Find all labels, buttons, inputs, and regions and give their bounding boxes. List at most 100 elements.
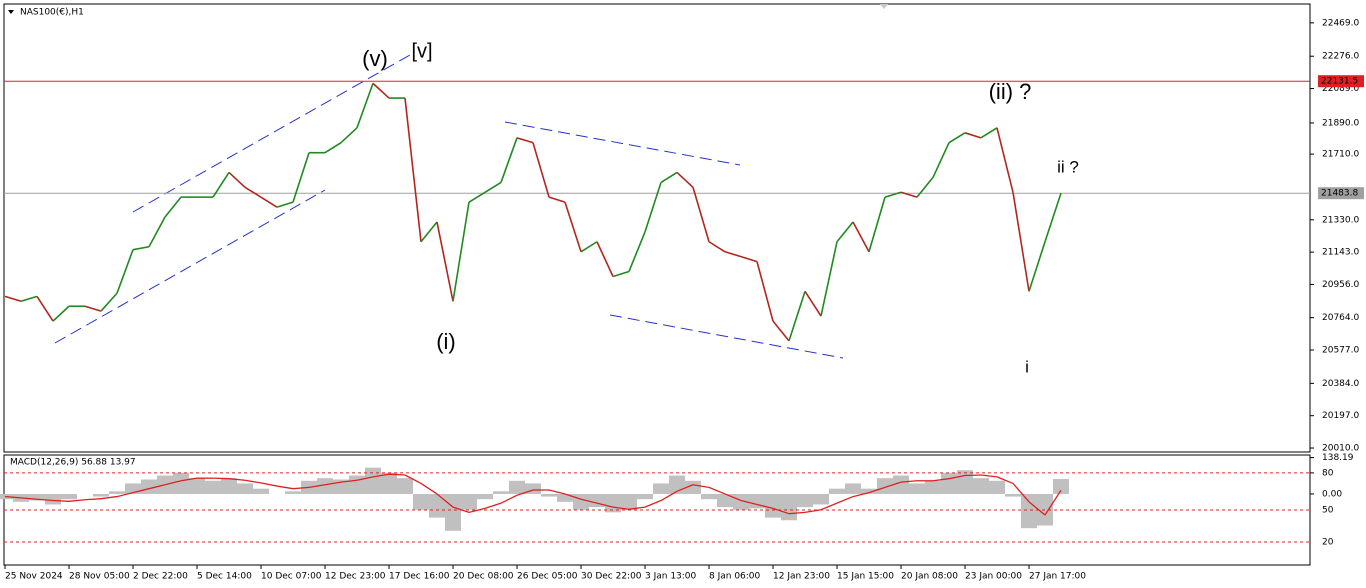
signal-segment — [740, 499, 758, 506]
price-segment — [868, 196, 886, 252]
macd-bar — [349, 475, 365, 494]
signal-segment — [1012, 482, 1030, 503]
price-segment — [116, 249, 134, 294]
menu-arrow — [8, 10, 14, 14]
signal-segment — [324, 481, 342, 486]
macd-bar — [253, 488, 269, 494]
macd-bar — [941, 472, 957, 494]
macd-bar — [413, 493, 429, 510]
x-tick-label: 15 Jan 15:00 — [837, 572, 894, 582]
macd-bar — [365, 467, 381, 494]
signal-segment — [212, 477, 230, 480]
price-segment — [932, 142, 950, 178]
x-tick-label: 20 Jan 08:00 — [901, 572, 958, 582]
signal-segment — [964, 474, 982, 477]
y-tick-label: 138.19 — [1322, 453, 1354, 463]
macd-title: MACD(12,26,9) 56.88 13.97 — [10, 458, 136, 468]
x-tick-label: 20 Dec 08:00 — [453, 572, 514, 582]
signal-segment — [436, 493, 454, 508]
signal-segment — [852, 492, 870, 498]
x-tick-label: 26 Dec 05:00 — [517, 572, 578, 582]
price-segment — [276, 201, 294, 208]
y-tick-label: 20956.0 — [1322, 280, 1359, 290]
price-segment — [532, 142, 550, 198]
chart-title: NAS100(€),H1 — [20, 8, 84, 18]
signal-segment — [404, 474, 422, 484]
price-segment — [772, 320, 790, 342]
price-segment — [340, 127, 358, 144]
signal-segment — [660, 490, 678, 502]
macd-bar — [461, 493, 477, 510]
macd-bar — [813, 493, 829, 505]
y-tick-label: 22276.0 — [1322, 52, 1359, 62]
signal-segment — [788, 511, 806, 515]
macd-bar — [445, 493, 461, 531]
macd-bar — [381, 472, 397, 494]
signal-segment — [804, 509, 822, 514]
y-tick-label: 21710.0 — [1322, 150, 1359, 160]
macd-bar — [189, 478, 205, 494]
signal-segment — [1028, 501, 1046, 516]
signal-segment — [516, 489, 534, 496]
price-label: 21483.8 — [1321, 189, 1358, 199]
main-panel — [3, 3, 1311, 453]
signal-segment — [164, 480, 182, 486]
y-tick-label: 21143.0 — [1322, 248, 1359, 258]
macd-bar — [509, 480, 525, 494]
macd-bar — [621, 493, 637, 510]
price-segment — [660, 171, 678, 184]
signal-segment — [580, 498, 598, 504]
price-segment — [228, 171, 246, 188]
signal-segment — [116, 492, 134, 498]
x-tick-label: 30 Dec 22:00 — [581, 572, 642, 582]
macd-bar — [861, 488, 877, 494]
wave-label: [v] — [411, 40, 432, 62]
signal-segment — [276, 485, 294, 490]
macd-bar — [205, 480, 221, 494]
price-segment — [980, 127, 998, 139]
price-segment — [548, 196, 566, 203]
signal-segment — [564, 493, 582, 500]
macd-bar — [29, 493, 45, 501]
price-segment — [644, 182, 662, 233]
signal-segment — [388, 473, 406, 476]
price-segment — [740, 255, 758, 263]
signal-segment — [180, 477, 198, 482]
macd-bar — [93, 493, 109, 497]
macd-bar — [829, 488, 845, 494]
macd-bar — [125, 483, 141, 494]
y-tick-label: 22469.0 — [1322, 18, 1359, 28]
signal-segment — [628, 506, 646, 510]
price-segment — [500, 137, 518, 183]
price-segment — [964, 132, 982, 139]
price-segment — [836, 221, 854, 243]
price-segment — [788, 291, 806, 342]
y-tick-label: 20010.0 — [1322, 444, 1359, 454]
level-label: 20 — [1322, 538, 1334, 548]
macd-bar — [1021, 493, 1037, 529]
channel-lines — [54, 54, 844, 359]
price-segment — [996, 127, 1014, 193]
macd-bar — [477, 493, 493, 500]
macd-bar — [109, 491, 125, 494]
price-segment — [36, 295, 54, 322]
price-segment — [628, 231, 646, 272]
signal-segment — [708, 486, 726, 495]
signal-segment — [52, 499, 70, 502]
price-segment — [724, 251, 742, 258]
price-segment — [484, 181, 502, 193]
price-segment — [164, 196, 182, 218]
price-segment — [756, 261, 774, 322]
price-segment — [580, 241, 598, 253]
signal-segment — [228, 478, 246, 481]
macd-bar — [877, 478, 893, 494]
price-segment — [452, 202, 470, 302]
price-segment — [260, 196, 278, 208]
y-tick-label: 21330.0 — [1322, 215, 1359, 225]
price-segment — [420, 221, 438, 243]
x-tick-label: 17 Dec 16:00 — [389, 572, 450, 582]
signal-segment — [900, 480, 918, 483]
signal-segment — [596, 502, 614, 508]
price-segment — [884, 191, 902, 198]
